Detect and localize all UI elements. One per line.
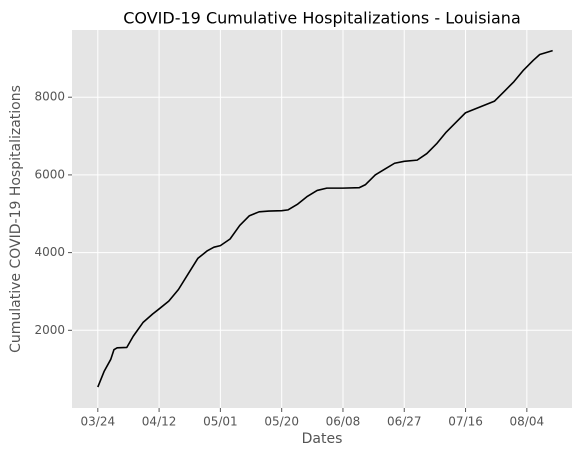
x-tick-label: 03/24: [81, 415, 116, 429]
x-tick-label: 08/04: [510, 415, 545, 429]
x-tick-label: 04/12: [142, 415, 177, 429]
y-axis-label: Cumulative COVID-19 Hospitalizations: [8, 85, 24, 353]
x-tick-label: 05/20: [264, 415, 299, 429]
x-tick-label: 07/16: [448, 415, 483, 429]
x-tick-label: 06/08: [326, 415, 361, 429]
y-tick-label: 4000: [34, 245, 65, 259]
y-tick-label: 6000: [34, 167, 65, 181]
x-tick-label: 06/27: [387, 415, 422, 429]
y-tick-label: 8000: [34, 90, 65, 104]
plot-area: [72, 30, 572, 408]
data-line: [97, 49, 553, 388]
x-tick-label: 05/01: [203, 415, 238, 429]
x-axis-label: Dates: [302, 431, 343, 447]
chart-title: COVID-19 Cumulative Hospitalizations - L…: [123, 9, 521, 28]
y-tick-label: 2000: [34, 323, 65, 337]
